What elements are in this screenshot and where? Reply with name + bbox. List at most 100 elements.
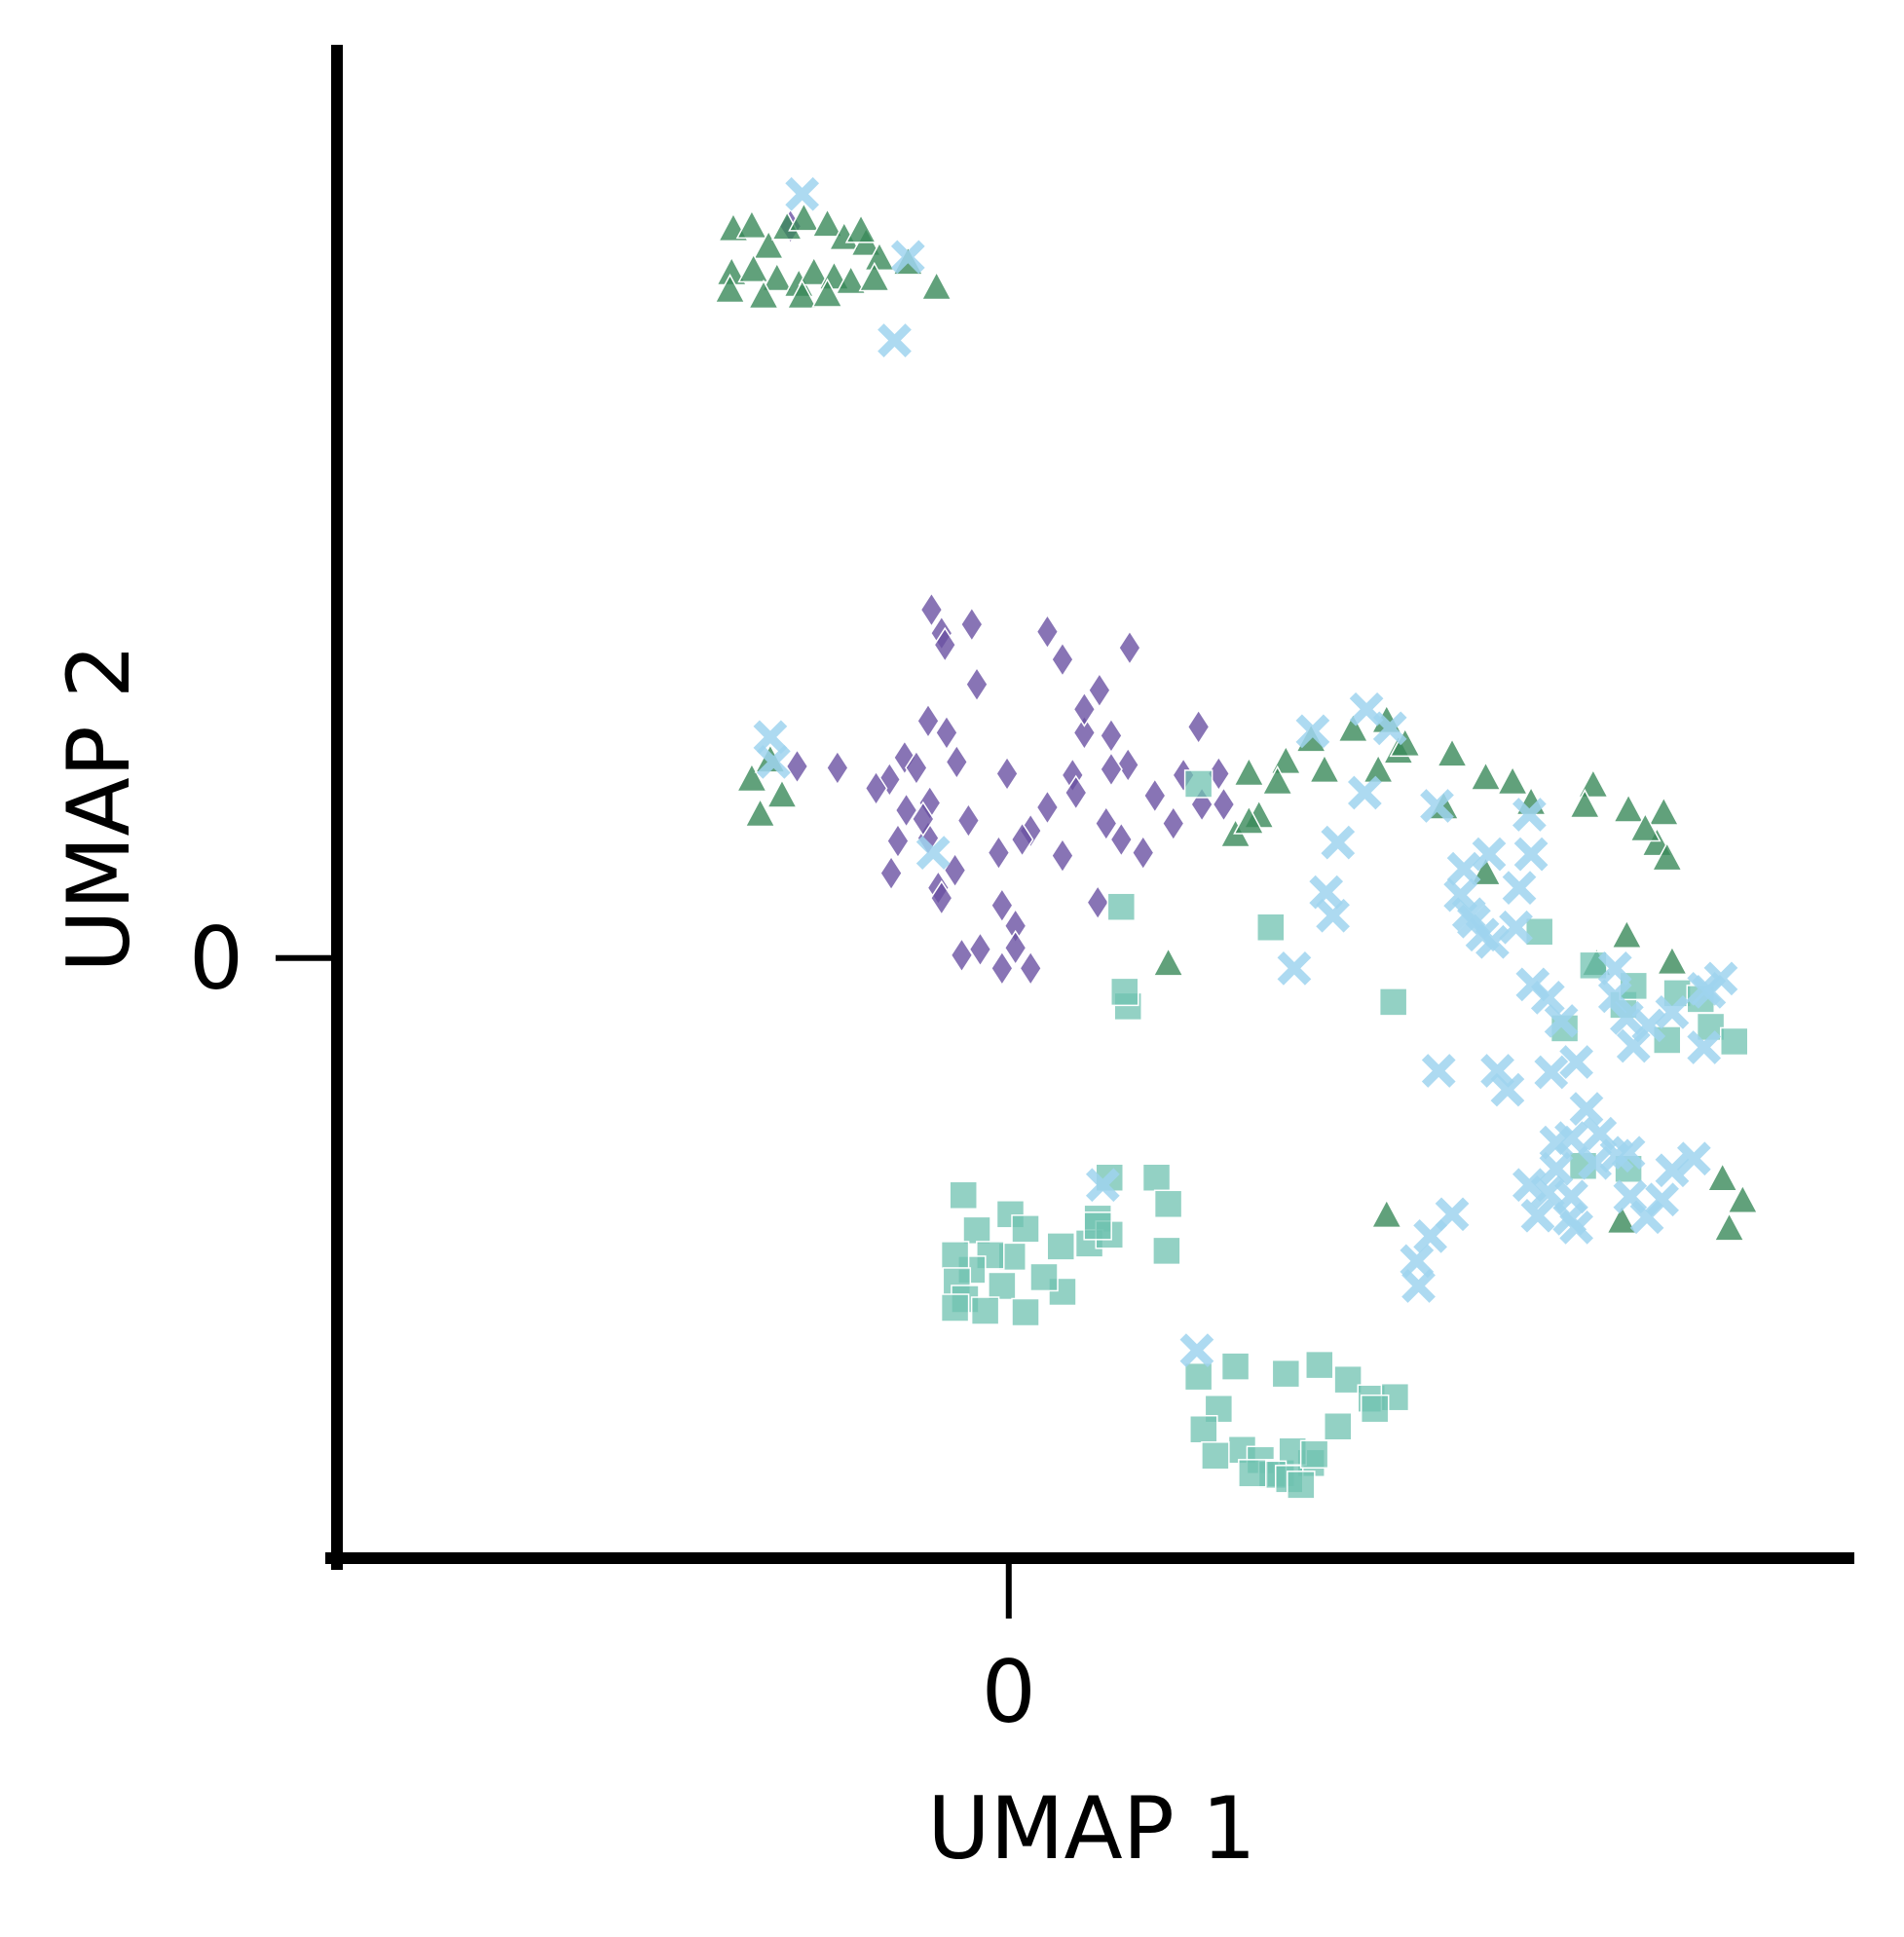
y-ticks: 0 bbox=[189, 909, 331, 1009]
point-x bbox=[1347, 775, 1382, 810]
point-x bbox=[1321, 825, 1356, 860]
point-x bbox=[1401, 1269, 1436, 1303]
point-diamond bbox=[916, 702, 940, 739]
point-x bbox=[1597, 950, 1632, 986]
x-axis-label: UMAP 1 bbox=[927, 1778, 1256, 1879]
point-x bbox=[1349, 691, 1384, 726]
point-triangle bbox=[1370, 1198, 1403, 1229]
point-triangle bbox=[863, 241, 896, 272]
point-triangle bbox=[1152, 947, 1184, 977]
x-ticks: 0 bbox=[982, 1564, 1036, 1742]
point-x bbox=[1085, 1168, 1120, 1203]
series-diamond bbox=[778, 207, 1236, 987]
point-diamond bbox=[1072, 690, 1097, 727]
point-square bbox=[1110, 977, 1139, 1007]
point-diamond bbox=[1003, 929, 1027, 966]
point-square bbox=[1083, 1211, 1112, 1241]
point-triangle bbox=[765, 778, 799, 808]
point-square bbox=[1360, 1394, 1390, 1424]
point-x bbox=[1179, 1333, 1214, 1367]
point-diamond bbox=[1100, 717, 1123, 754]
point-x bbox=[1539, 1125, 1574, 1160]
point-diamond bbox=[959, 606, 984, 643]
point-square bbox=[962, 1215, 991, 1246]
point-triangle bbox=[1611, 918, 1643, 950]
point-triangle bbox=[1648, 796, 1680, 826]
point-x bbox=[1490, 1072, 1525, 1107]
point-diamond bbox=[886, 823, 910, 859]
point-diamond bbox=[987, 835, 1011, 871]
point-square bbox=[1141, 1163, 1172, 1192]
point-diamond bbox=[1100, 751, 1123, 788]
point-triangle bbox=[1612, 793, 1645, 823]
point-triangle bbox=[858, 261, 891, 292]
point-square bbox=[1029, 1262, 1059, 1292]
point-diamond bbox=[995, 756, 1019, 792]
point-x bbox=[1569, 1092, 1604, 1126]
point-x bbox=[1309, 875, 1344, 910]
point-square bbox=[1333, 1364, 1363, 1395]
point-square bbox=[1106, 892, 1137, 921]
point-triangle bbox=[735, 208, 768, 240]
point-diamond bbox=[1051, 641, 1074, 678]
point-x bbox=[1597, 979, 1632, 1014]
point-x bbox=[915, 836, 951, 870]
point-triangle bbox=[811, 278, 843, 308]
point-x bbox=[1421, 1054, 1456, 1088]
point-triangle bbox=[786, 279, 818, 310]
point-square bbox=[940, 1293, 970, 1322]
point-x bbox=[1578, 1145, 1612, 1180]
point-square bbox=[1220, 1352, 1251, 1381]
point-x bbox=[1446, 851, 1481, 886]
point-square bbox=[1152, 1236, 1181, 1266]
point-x bbox=[1676, 1141, 1711, 1176]
point-x bbox=[1530, 981, 1565, 1015]
point-diamond bbox=[968, 931, 992, 968]
point-x bbox=[1530, 1174, 1565, 1210]
point-diamond bbox=[935, 714, 958, 751]
point-diamond bbox=[1116, 747, 1140, 783]
point-square bbox=[1719, 1026, 1749, 1057]
point-triangle bbox=[788, 202, 820, 232]
point-triangle bbox=[1605, 1204, 1638, 1235]
point-x bbox=[1400, 1244, 1435, 1279]
point-diamond bbox=[905, 750, 928, 786]
point-diamond bbox=[1064, 774, 1088, 811]
y-axis-label: UMAP 2 bbox=[49, 644, 149, 973]
series-x bbox=[753, 176, 1738, 1367]
point-diamond bbox=[1118, 629, 1141, 666]
point-x bbox=[1559, 1045, 1594, 1079]
point-x bbox=[1295, 714, 1330, 749]
point-diamond bbox=[919, 591, 944, 628]
point-triangle bbox=[1436, 737, 1469, 767]
point-diamond bbox=[1142, 777, 1167, 814]
point-x bbox=[1512, 798, 1547, 832]
point-diamond bbox=[950, 937, 974, 974]
point-diamond bbox=[929, 879, 953, 916]
point-triangle bbox=[811, 207, 843, 238]
point-x bbox=[1520, 1198, 1555, 1233]
point-diamond bbox=[911, 801, 935, 838]
point-diamond bbox=[965, 666, 989, 703]
point-triangle bbox=[747, 279, 780, 310]
point-x bbox=[1435, 1197, 1470, 1232]
point-diamond bbox=[825, 750, 849, 786]
point-diamond bbox=[1051, 838, 1074, 874]
point-diamond bbox=[1161, 805, 1185, 841]
point-x bbox=[1687, 1030, 1722, 1064]
point-square bbox=[940, 1241, 970, 1270]
point-square bbox=[1153, 1189, 1183, 1219]
point-square bbox=[1011, 1214, 1040, 1244]
point-diamond bbox=[1010, 821, 1034, 858]
point-square bbox=[1189, 1414, 1218, 1444]
point-triangle bbox=[1233, 756, 1265, 787]
point-square bbox=[1299, 1439, 1329, 1470]
point-triangle bbox=[1270, 744, 1302, 775]
point-triangle bbox=[1651, 841, 1684, 872]
point-diamond bbox=[1072, 714, 1097, 751]
point-x bbox=[890, 240, 925, 275]
point-square bbox=[949, 1180, 978, 1211]
series-triangle bbox=[714, 202, 1759, 1242]
point-square bbox=[1378, 987, 1408, 1017]
point-triangle bbox=[1577, 767, 1610, 799]
